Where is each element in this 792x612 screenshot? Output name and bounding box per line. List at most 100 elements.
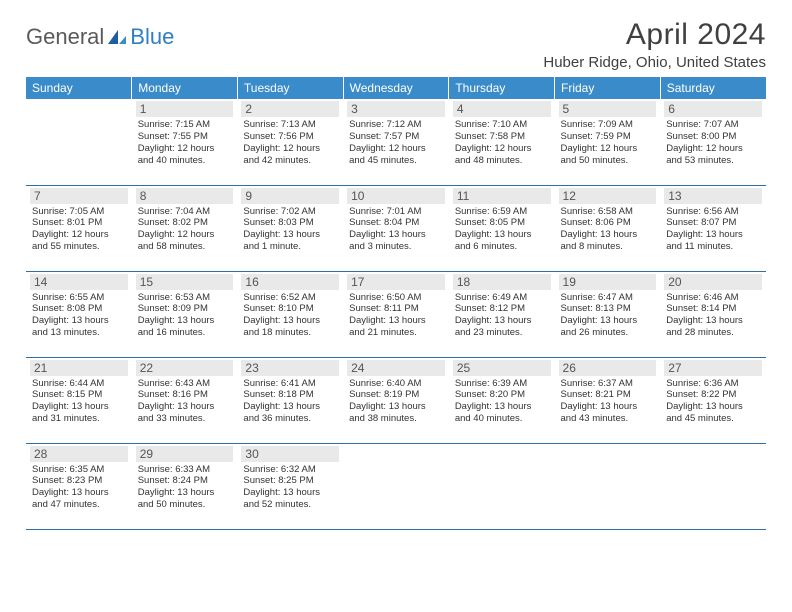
logo-text-part2: Blue — [130, 24, 174, 50]
day-number: 19 — [559, 274, 657, 290]
calendar-day-cell: 18Sunrise: 6:49 AMSunset: 8:12 PMDayligh… — [449, 271, 555, 357]
calendar-week-row: 28 Sunrise: 6:35 AMSunset: 8:23 PMDayligh… — [26, 443, 766, 529]
calendar-week-row: 7Sunrise: 7:05 AMSunset: 8:01 PMDaylight… — [26, 185, 766, 271]
day-detail: Sunrise: 6:44 AMSunset: 8:15 PMDaylight:… — [30, 378, 128, 426]
sunrise-text: Sunrise: 6:59 AM — [455, 206, 549, 218]
day-detail: Sunrise: 7:02 AMSunset: 8:03 PMDaylight:… — [241, 206, 339, 254]
calendar-day-cell: 21Sunrise: 6:44 AMSunset: 8:15 PMDayligh… — [26, 357, 132, 443]
day-number: 17 — [347, 274, 445, 290]
day-detail: Sunrise: 6:52 AMSunset: 8:10 PMDaylight:… — [241, 292, 339, 340]
sunrise-text: Sunrise: 6:56 AM — [666, 206, 760, 218]
day-detail: Sunrise: 6:56 AMSunset: 8:07 PMDaylight:… — [664, 206, 762, 254]
calendar-day-cell: 20 Sunrise: 6:46 AMSunset: 8:14 PMDayligh… — [660, 271, 766, 357]
calendar-day-cell — [555, 443, 661, 529]
daylight-text: Daylight: 13 hours and 6 minutes. — [455, 229, 549, 253]
day-detail: Sunrise: 6:46 AMSunset: 8:14 PMDaylight:… — [664, 292, 762, 340]
month-title: April 2024 — [543, 18, 766, 52]
day-number: 1 — [136, 101, 234, 117]
day-detail: Sunrise: 6:43 AMSunset: 8:16 PMDaylight:… — [136, 378, 234, 426]
sunrise-text: Sunrise: 6:37 AM — [561, 378, 655, 390]
sunset-text: Sunset: 7:55 PM — [138, 131, 232, 143]
daylight-text: Daylight: 12 hours and 48 minutes. — [455, 143, 549, 167]
sunrise-text: Sunrise: 7:12 AM — [349, 119, 443, 131]
sunrise-text: Sunrise: 7:10 AM — [455, 119, 549, 131]
weekday-header: Sunday — [26, 77, 132, 99]
calendar-day-cell: 25 Sunrise: 6:39 AMSunset: 8:20 PMDayligh… — [449, 357, 555, 443]
day-number: 12 — [559, 188, 657, 204]
calendar-week-row: 14Sunrise: 6:55 AMSunset: 8:08 PMDayligh… — [26, 271, 766, 357]
daylight-text: Daylight: 12 hours and 50 minutes. — [561, 143, 655, 167]
calendar-table: SundayMondayTuesdayWednesdayThursdayFrid… — [26, 77, 766, 530]
day-number: 24 — [347, 360, 445, 376]
daylight-text: Daylight: 13 hours and 31 minutes. — [32, 401, 126, 425]
calendar-day-cell: 19Sunrise: 6:47 AMSunset: 8:13 PMDayligh… — [555, 271, 661, 357]
sunrise-text: Sunrise: 7:15 AM — [138, 119, 232, 131]
day-detail: Sunrise: 6:35 AMSunset: 8:23 PMDaylight:… — [30, 464, 128, 512]
sunrise-text: Sunrise: 6:52 AM — [243, 292, 337, 304]
calendar-head: SundayMondayTuesdayWednesdayThursdayFrid… — [26, 77, 766, 99]
calendar-day-cell: 10Sunrise: 7:01 AMSunset: 8:04 PMDayligh… — [343, 185, 449, 271]
day-number: 13 — [664, 188, 762, 204]
day-number: 4 — [453, 101, 551, 117]
calendar-day-cell: 3Sunrise: 7:12 AMSunset: 7:57 PMDaylight… — [343, 99, 449, 185]
day-detail: Sunrise: 6:55 AMSunset: 8:08 PMDaylight:… — [30, 292, 128, 340]
calendar-day-cell: 5Sunrise: 7:09 AMSunset: 7:59 PMDaylight… — [555, 99, 661, 185]
daylight-text: Daylight: 13 hours and 47 minutes. — [32, 487, 126, 511]
day-number: 27 — [664, 360, 762, 376]
day-detail: Sunrise: 6:53 AMSunset: 8:09 PMDaylight:… — [136, 292, 234, 340]
day-number: 20 — [664, 274, 762, 290]
sunset-text: Sunset: 8:00 PM — [666, 131, 760, 143]
sunrise-text: Sunrise: 7:05 AM — [32, 206, 126, 218]
daylight-text: Daylight: 13 hours and 16 minutes. — [138, 315, 232, 339]
daylight-text: Daylight: 13 hours and 18 minutes. — [243, 315, 337, 339]
day-number: 11 — [453, 188, 551, 204]
calendar-day-cell: 9 Sunrise: 7:02 AMSunset: 8:03 PMDaylight… — [237, 185, 343, 271]
day-detail: Sunrise: 7:07 AMSunset: 8:00 PMDaylight:… — [664, 119, 762, 167]
day-detail: Sunrise: 7:13 AMSunset: 7:56 PMDaylight:… — [241, 119, 339, 167]
daylight-text: Daylight: 12 hours and 40 minutes. — [138, 143, 232, 167]
sunset-text: Sunset: 8:14 PM — [666, 303, 760, 315]
sunset-text: Sunset: 8:10 PM — [243, 303, 337, 315]
daylight-text: Daylight: 13 hours and 11 minutes. — [666, 229, 760, 253]
day-detail: Sunrise: 7:15 AMSunset: 7:55 PMDaylight:… — [136, 119, 234, 167]
calendar-week-row: 21Sunrise: 6:44 AMSunset: 8:15 PMDayligh… — [26, 357, 766, 443]
calendar-day-cell: 2 Sunrise: 7:13 AMSunset: 7:56 PMDaylight… — [237, 99, 343, 185]
day-number: 5 — [559, 101, 657, 117]
sunrise-text: Sunrise: 6:39 AM — [455, 378, 549, 390]
day-detail: Sunrise: 7:10 AMSunset: 7:58 PMDaylight:… — [453, 119, 551, 167]
daylight-text: Daylight: 12 hours and 53 minutes. — [666, 143, 760, 167]
sunset-text: Sunset: 8:02 PM — [138, 217, 232, 229]
brand-logo: General Blue — [26, 18, 174, 50]
daylight-text: Daylight: 13 hours and 1 minute. — [243, 229, 337, 253]
daylight-text: Daylight: 13 hours and 45 minutes. — [666, 401, 760, 425]
daylight-text: Daylight: 13 hours and 3 minutes. — [349, 229, 443, 253]
calendar-day-cell: 24 Sunrise: 6:40 AMSunset: 8:19 PMDayligh… — [343, 357, 449, 443]
day-number: 7 — [30, 188, 128, 204]
day-number: 25 — [453, 360, 551, 376]
sunrise-text: Sunrise: 6:41 AM — [243, 378, 337, 390]
day-number: 28 — [30, 446, 128, 462]
weekday-header: Tuesday — [237, 77, 343, 99]
daylight-text: Daylight: 13 hours and 26 minutes. — [561, 315, 655, 339]
day-number: 16 — [241, 274, 339, 290]
day-number: 8 — [136, 188, 234, 204]
day-number: 9 — [241, 188, 339, 204]
day-detail: Sunrise: 6:33 AMSunset: 8:24 PMDaylight:… — [136, 464, 234, 512]
sunrise-text: Sunrise: 7:07 AM — [666, 119, 760, 131]
day-number: 2 — [241, 101, 339, 117]
day-detail: Sunrise: 7:04 AMSunset: 8:02 PMDaylight:… — [136, 206, 234, 254]
calendar-week-row: 1Sunrise: 7:15 AMSunset: 7:55 PMDaylight… — [26, 99, 766, 185]
daylight-text: Daylight: 13 hours and 50 minutes. — [138, 487, 232, 511]
day-detail: Sunrise: 6:39 AMSunset: 8:20 PMDaylight:… — [453, 378, 551, 426]
calendar-day-cell: 14Sunrise: 6:55 AMSunset: 8:08 PMDayligh… — [26, 271, 132, 357]
day-detail: Sunrise: 6:40 AMSunset: 8:19 PMDaylight:… — [347, 378, 445, 426]
sunset-text: Sunset: 8:11 PM — [349, 303, 443, 315]
title-block: April 2024 Huber Ridge, Ohio, United Sta… — [543, 18, 766, 71]
sunset-text: Sunset: 7:59 PM — [561, 131, 655, 143]
day-detail: Sunrise: 7:01 AMSunset: 8:04 PMDaylight:… — [347, 206, 445, 254]
day-number: 29 — [136, 446, 234, 462]
daylight-text: Daylight: 13 hours and 38 minutes. — [349, 401, 443, 425]
sunrise-text: Sunrise: 6:49 AM — [455, 292, 549, 304]
calendar-day-cell: 7Sunrise: 7:05 AMSunset: 8:01 PMDaylight… — [26, 185, 132, 271]
calendar-day-cell — [660, 443, 766, 529]
